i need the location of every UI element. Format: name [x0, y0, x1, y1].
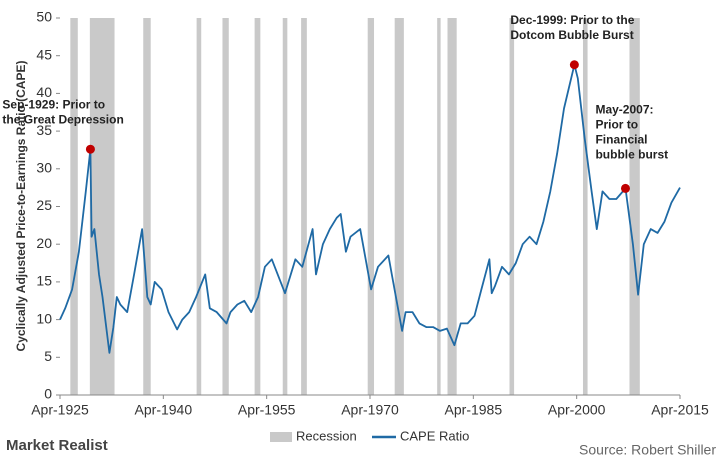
recession-band: [196, 18, 202, 395]
x-tick-label: Apr-1970: [341, 402, 399, 418]
y-tick-label: 20: [36, 235, 52, 251]
y-tick-label: 50: [36, 9, 52, 25]
annotation-text: Dotcom Bubble Burst: [510, 28, 633, 42]
x-tick-label: Apr-1925: [31, 402, 89, 418]
recession-band: [282, 18, 288, 395]
x-tick-label: Apr-2000: [548, 402, 606, 418]
recession-band: [89, 18, 115, 395]
annotation-text: Sep-1929: Prior to: [2, 97, 105, 111]
annotation-marker: [569, 60, 579, 70]
recession-band: [254, 18, 261, 395]
legend-label: CAPE Ratio: [400, 428, 469, 443]
y-tick-label: 0: [44, 386, 52, 402]
annotation-marker: [85, 144, 95, 154]
recession-band: [447, 18, 457, 395]
y-tick-label: 35: [36, 122, 52, 138]
cape-line: [59, 63, 681, 354]
y-axis-label: Cyclically Adjusted Price-to-Earnings Ra…: [14, 61, 28, 352]
y-tick-label: 30: [36, 160, 52, 176]
x-tick-label: Apr-1940: [135, 402, 193, 418]
recession-band: [582, 18, 588, 395]
annotation-text: the Great Depression: [2, 112, 123, 126]
annotation-text: Dec-1999: Prior to the: [510, 13, 634, 27]
source: Source: Robert Shiller: [579, 442, 716, 458]
annotation-text: bubble burst: [595, 148, 668, 162]
y-tick-label: 25: [36, 197, 52, 213]
recession-band: [437, 18, 441, 395]
recession-band: [222, 18, 229, 395]
annotation-marker: [620, 183, 630, 193]
recession-band: [70, 18, 78, 395]
recession-band: [509, 18, 515, 395]
legend-swatch: [270, 432, 292, 442]
recession-band: [394, 18, 404, 395]
x-tick-label: Apr-1985: [445, 402, 503, 418]
recession-band: [143, 18, 151, 395]
x-tick-label: Apr-2015: [651, 402, 709, 418]
x-tick-label: Apr-1955: [238, 402, 296, 418]
y-tick-label: 5: [44, 348, 52, 364]
recession-band: [367, 18, 375, 395]
recession-band: [629, 18, 640, 395]
legend-label: Recession: [296, 428, 357, 443]
y-tick-label: 15: [36, 273, 52, 289]
y-tick-label: 45: [36, 46, 52, 62]
annotation-text: Prior to: [595, 118, 638, 132]
y-tick-label: 10: [36, 310, 52, 326]
annotation-text: Financial: [595, 133, 647, 147]
annotation-text: May-2007:: [595, 103, 653, 117]
brand: Market Realist: [6, 437, 108, 454]
recession-band: [301, 18, 307, 395]
y-tick-label: 40: [36, 84, 52, 100]
